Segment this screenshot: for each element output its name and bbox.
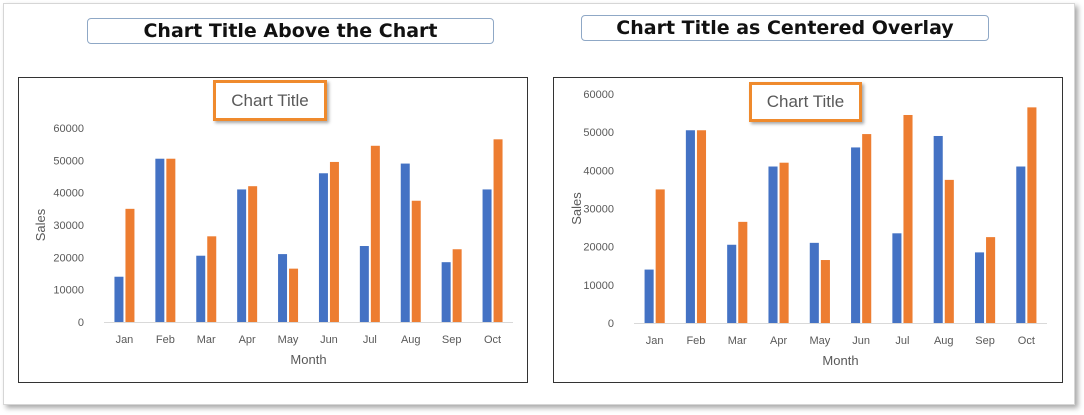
- y-tick-label: 10000: [53, 285, 84, 297]
- bar-series1-jun: [851, 147, 861, 323]
- x-tick-label-may: May: [809, 335, 830, 347]
- y-tick-label: 30000: [583, 204, 614, 216]
- x-tick-label-aug: Aug: [934, 335, 954, 347]
- bar-series2-mar: [738, 221, 748, 323]
- y-tick-label: 50000: [583, 127, 614, 139]
- bar-series1-feb: [685, 130, 695, 323]
- bar-series2-feb: [166, 158, 176, 322]
- chart-right: 0 10000 20000 30000 40000 50000 60000 Jan Feb Mar…: [553, 77, 1063, 383]
- x-tick-label-mar: Mar: [197, 334, 216, 346]
- x-tick-label-sep: Sep: [975, 335, 995, 347]
- y-tick-label: 30000: [53, 220, 84, 232]
- bar-series2-sep: [986, 237, 996, 323]
- x-tick-label-sep: Sep: [442, 334, 462, 346]
- bar-series1-feb: [155, 158, 165, 322]
- bar-series2-apr: [779, 162, 789, 323]
- bar-series1-may: [278, 254, 288, 322]
- bar-series1-oct: [482, 189, 492, 322]
- chart-left: 0 10000 20000 30000 40000 50000 60000 Jan Feb Mar…: [18, 77, 528, 383]
- bar-series1-apr: [768, 166, 778, 323]
- bar-series1-sep: [441, 262, 451, 322]
- bar-series1-aug: [400, 163, 410, 322]
- y-tick-label: 20000: [583, 242, 614, 254]
- y-tick-label: 10000: [583, 280, 614, 292]
- bar-series2-jun: [329, 161, 339, 322]
- bar-series2-feb: [696, 130, 707, 323]
- bar-series2-sep: [452, 249, 462, 322]
- bar-series1-mar: [196, 255, 206, 322]
- y-tick-label: 20000: [53, 252, 84, 264]
- chart-right-title: Chart Title: [749, 82, 862, 122]
- bar-series2-aug: [411, 200, 421, 322]
- bar-series2-may: [289, 268, 299, 322]
- x-tick-label-jun: Jun: [320, 334, 338, 346]
- x-tick-label-oct: Oct: [1018, 335, 1035, 347]
- y-tick-label: 50000: [53, 155, 84, 167]
- chart-right-svg: 0 10000 20000 30000 40000 50000 60000 Jan Feb Mar…: [569, 89, 1047, 368]
- bar-series2-jan: [125, 208, 135, 322]
- bar-series2-aug: [944, 179, 954, 323]
- bar-series1-may: [809, 242, 819, 323]
- x-tick-label-apr: Apr: [770, 335, 787, 347]
- y-tick-label: 40000: [53, 188, 84, 200]
- y-tick-label: 40000: [583, 165, 614, 177]
- y-axis-title: Sales: [33, 208, 48, 241]
- x-tick-label-jan: Jan: [646, 335, 664, 347]
- bar-series1-oct: [1016, 166, 1026, 323]
- bar-series2-oct: [493, 139, 503, 322]
- bar-series1-apr: [237, 189, 247, 322]
- bar-series2-oct: [1027, 107, 1037, 323]
- y-tick-label: 60000: [53, 123, 84, 135]
- x-tick-label-jul: Jul: [895, 335, 909, 347]
- x-tick-label-feb: Feb: [686, 335, 705, 347]
- bar-series1-jul: [892, 233, 902, 323]
- bar-series2-jun: [862, 134, 872, 323]
- y-tick-label: 0: [608, 318, 614, 330]
- x-tick-label-apr: Apr: [239, 334, 256, 346]
- y-tick-label: 60000: [583, 89, 614, 101]
- y-tick-label: 0: [78, 317, 84, 329]
- x-axis-title: Month: [822, 353, 858, 368]
- x-tick-label-jun: Jun: [852, 335, 870, 347]
- bar-series2-jul: [370, 145, 380, 322]
- x-tick-label-oct: Oct: [484, 334, 501, 346]
- x-tick-label-jul: Jul: [363, 334, 377, 346]
- heading-right: Chart Title as Centered Overlay: [581, 15, 989, 41]
- bar-series1-jan: [644, 269, 654, 323]
- chart-left-title: Chart Title: [213, 80, 327, 121]
- x-tick-label-may: May: [278, 334, 299, 346]
- chart-left-svg: 0 10000 20000 30000 40000 50000 60000 Jan Feb Mar…: [33, 123, 513, 367]
- bar-series2-jul: [903, 114, 913, 323]
- bar-series2-may: [820, 260, 830, 323]
- bar-series1-jan: [114, 276, 124, 322]
- bar-series2-apr: [248, 186, 258, 322]
- bar-series1-aug: [933, 135, 943, 323]
- y-axis-title: Sales: [569, 192, 584, 225]
- bar-series1-jun: [318, 173, 328, 322]
- bar-series1-jul: [359, 246, 369, 322]
- x-axis-title: Month: [290, 352, 326, 367]
- x-tick-label-mar: Mar: [728, 335, 747, 347]
- x-tick-label-jan: Jan: [116, 334, 134, 346]
- bar-series2-mar: [207, 236, 217, 322]
- bar-series1-sep: [974, 252, 985, 323]
- x-tick-label-aug: Aug: [401, 334, 421, 346]
- heading-left: Chart Title Above the Chart: [87, 18, 494, 44]
- bar-series2-jan: [655, 189, 665, 323]
- x-tick-label-feb: Feb: [156, 334, 175, 346]
- bar-series1-mar: [727, 244, 737, 323]
